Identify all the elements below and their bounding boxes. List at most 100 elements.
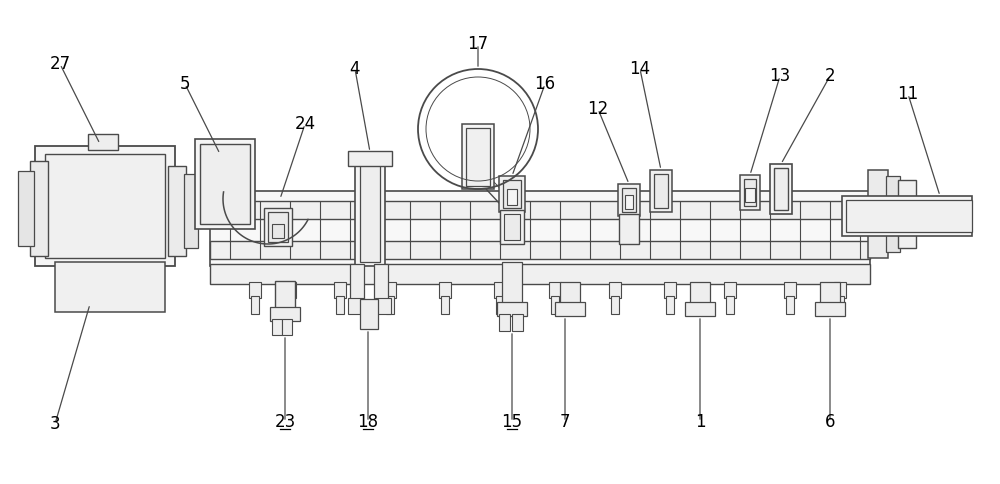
Bar bbox=[666, 296, 674, 314]
Bar bbox=[386, 296, 394, 314]
Bar bbox=[744, 179, 756, 206]
Bar bbox=[886, 176, 900, 252]
Bar bbox=[784, 282, 796, 298]
Bar bbox=[555, 302, 585, 316]
Bar bbox=[609, 282, 621, 298]
Bar bbox=[504, 214, 520, 240]
Bar bbox=[348, 298, 364, 314]
Bar bbox=[439, 282, 451, 298]
Bar bbox=[55, 262, 165, 312]
Bar bbox=[650, 170, 672, 212]
Bar bbox=[898, 180, 916, 248]
Bar bbox=[284, 282, 296, 298]
Text: 3: 3 bbox=[50, 415, 60, 433]
Bar bbox=[551, 296, 559, 314]
Bar bbox=[549, 282, 561, 298]
Bar bbox=[560, 282, 580, 304]
Bar bbox=[286, 296, 294, 314]
Bar bbox=[503, 180, 521, 208]
Bar bbox=[264, 208, 292, 246]
Bar bbox=[499, 314, 510, 331]
Bar bbox=[272, 224, 284, 238]
Bar bbox=[664, 282, 676, 298]
Bar bbox=[268, 212, 288, 242]
Bar bbox=[30, 161, 48, 256]
Bar bbox=[168, 166, 186, 256]
Bar bbox=[249, 282, 261, 298]
Bar bbox=[499, 176, 525, 212]
Bar bbox=[251, 296, 259, 314]
Bar bbox=[625, 195, 633, 209]
Text: 11: 11 bbox=[897, 85, 919, 103]
Bar bbox=[622, 188, 636, 212]
Text: 6: 6 bbox=[825, 413, 835, 431]
Text: 27: 27 bbox=[49, 55, 71, 73]
Text: 24: 24 bbox=[294, 115, 316, 133]
Bar bbox=[270, 307, 300, 321]
Bar bbox=[184, 174, 198, 248]
Text: 23: 23 bbox=[274, 413, 296, 431]
Bar bbox=[836, 296, 844, 314]
Bar bbox=[334, 282, 346, 298]
Bar bbox=[272, 319, 282, 335]
Bar bbox=[88, 134, 118, 150]
Bar bbox=[466, 128, 490, 186]
Text: 1: 1 bbox=[695, 413, 705, 431]
Text: 13: 13 bbox=[769, 67, 791, 85]
Bar bbox=[685, 302, 715, 316]
Text: 18: 18 bbox=[357, 413, 379, 431]
Bar bbox=[282, 319, 292, 335]
Bar bbox=[374, 264, 388, 299]
Bar bbox=[846, 200, 972, 232]
Bar bbox=[611, 296, 619, 314]
Text: 16: 16 bbox=[534, 75, 556, 93]
Bar bbox=[726, 296, 734, 314]
Bar bbox=[360, 299, 378, 329]
Bar bbox=[348, 151, 392, 166]
Bar bbox=[774, 168, 788, 210]
Bar bbox=[842, 196, 972, 236]
Bar bbox=[820, 282, 840, 304]
Bar bbox=[384, 282, 396, 298]
Text: 7: 7 bbox=[560, 413, 570, 431]
Text: 5: 5 bbox=[180, 75, 190, 93]
Text: 17: 17 bbox=[467, 35, 489, 53]
Bar bbox=[210, 241, 870, 259]
Bar bbox=[868, 170, 888, 258]
Bar bbox=[740, 175, 760, 210]
Bar bbox=[745, 188, 755, 202]
Bar bbox=[500, 210, 524, 244]
Bar bbox=[195, 139, 255, 229]
Text: 15: 15 bbox=[501, 413, 523, 431]
Bar bbox=[507, 189, 517, 205]
Bar bbox=[512, 314, 523, 331]
Bar bbox=[18, 171, 34, 246]
Bar bbox=[210, 264, 870, 284]
Bar bbox=[441, 296, 449, 314]
Text: 14: 14 bbox=[629, 60, 651, 78]
Text: 4: 4 bbox=[350, 60, 360, 78]
Bar bbox=[724, 282, 736, 298]
Bar bbox=[654, 174, 668, 208]
Bar bbox=[350, 264, 364, 299]
Bar bbox=[497, 302, 527, 316]
Bar bbox=[336, 296, 344, 314]
Bar bbox=[210, 191, 870, 266]
Bar bbox=[200, 144, 250, 224]
Bar bbox=[210, 201, 870, 219]
Bar bbox=[494, 282, 506, 298]
Bar bbox=[834, 282, 846, 298]
Bar bbox=[375, 298, 391, 314]
Bar bbox=[619, 214, 639, 244]
Text: 2: 2 bbox=[825, 67, 835, 85]
Bar bbox=[815, 302, 845, 316]
Bar bbox=[496, 296, 504, 314]
Bar bbox=[502, 262, 522, 304]
Bar bbox=[355, 156, 385, 266]
Bar bbox=[45, 154, 165, 258]
Bar bbox=[275, 281, 295, 309]
Bar bbox=[618, 184, 640, 216]
Bar bbox=[360, 162, 380, 262]
Bar bbox=[462, 124, 494, 189]
Bar bbox=[35, 146, 175, 266]
